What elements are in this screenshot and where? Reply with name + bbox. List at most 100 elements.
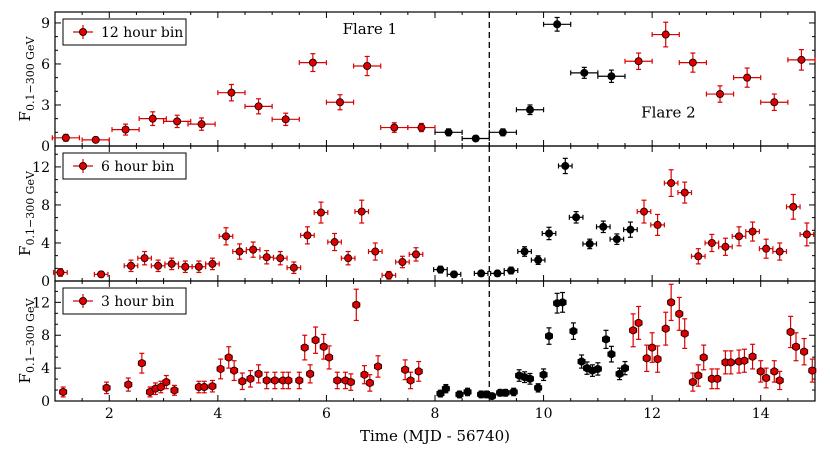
- data-point: [407, 122, 436, 133]
- data-marker: [667, 179, 676, 188]
- data-marker: [262, 376, 271, 385]
- data-point: [401, 359, 410, 381]
- data-marker: [306, 369, 315, 378]
- data-point: [51, 133, 81, 142]
- data-point: [53, 268, 68, 277]
- data-marker: [675, 309, 684, 318]
- data-marker: [577, 357, 586, 366]
- data-marker: [406, 376, 415, 385]
- data-marker: [762, 373, 771, 382]
- x-tick-label: 10: [535, 406, 553, 422]
- data-marker: [436, 265, 445, 274]
- data-point: [517, 246, 532, 257]
- data-point: [699, 344, 708, 371]
- data-point: [756, 360, 765, 383]
- data-marker: [629, 326, 638, 335]
- y-axis-title: F0.1−300 GeV: [16, 36, 37, 122]
- data-marker: [417, 123, 426, 132]
- data-marker: [61, 133, 70, 142]
- data-marker: [762, 244, 771, 253]
- data-marker: [200, 383, 209, 392]
- data-point: [542, 16, 572, 32]
- data-marker: [140, 254, 149, 263]
- data-point: [713, 368, 722, 390]
- data-marker: [699, 353, 708, 362]
- data-marker: [506, 266, 515, 275]
- data-marker: [487, 392, 496, 401]
- data-marker: [363, 62, 372, 71]
- data-point: [286, 261, 302, 274]
- data-point: [325, 345, 334, 370]
- data-point: [333, 371, 342, 390]
- y-tick-label: 12: [32, 295, 50, 311]
- data-point: [306, 364, 315, 384]
- legend-marker: [79, 296, 88, 305]
- data-point: [102, 381, 111, 395]
- data-marker: [661, 30, 670, 39]
- x-tick-label: 14: [752, 406, 770, 422]
- data-point: [760, 93, 789, 112]
- data-point: [218, 227, 234, 246]
- data-marker: [357, 207, 366, 216]
- data-point: [718, 237, 733, 256]
- data-point: [191, 260, 207, 274]
- data-marker: [254, 369, 263, 378]
- legend-label: 6 hour bin: [101, 159, 174, 175]
- data-marker: [221, 232, 230, 241]
- data-marker: [373, 362, 382, 371]
- data-point: [352, 55, 382, 77]
- data-point: [792, 332, 801, 362]
- data-marker: [246, 374, 255, 383]
- data-point: [799, 222, 815, 247]
- y-axis-title: F0.1−300 GeV: [16, 170, 37, 256]
- data-marker: [441, 384, 450, 393]
- data-marker: [102, 383, 111, 392]
- data-marker: [325, 353, 334, 362]
- data-marker: [721, 242, 730, 251]
- data-point: [775, 370, 784, 391]
- legend-marker: [79, 27, 88, 36]
- y-tick-label: 6: [41, 57, 50, 73]
- y-tick-label: 9: [41, 16, 50, 32]
- data-marker: [449, 270, 458, 279]
- data-marker: [477, 269, 486, 278]
- data-marker: [127, 261, 136, 270]
- legend: 3 hour bin: [62, 287, 187, 315]
- data-marker: [602, 335, 611, 344]
- data-marker: [181, 262, 190, 271]
- data-point: [501, 388, 510, 397]
- data-marker: [170, 386, 179, 395]
- data-point: [568, 210, 584, 224]
- data-point: [346, 373, 355, 391]
- data-marker: [558, 298, 567, 307]
- data-point: [569, 322, 578, 340]
- y-tick-label: 0: [41, 139, 50, 155]
- x-tick-label: 6: [322, 406, 331, 422]
- data-point: [545, 327, 554, 345]
- data-marker: [162, 378, 171, 387]
- data-marker: [585, 239, 594, 248]
- x-axis-title: Time (MJD - 56740): [360, 427, 510, 445]
- legend-marker: [79, 161, 88, 170]
- data-point: [162, 374, 171, 390]
- data-marker: [59, 387, 68, 396]
- data-point: [808, 358, 817, 383]
- data-point: [577, 354, 586, 369]
- data-marker: [694, 371, 703, 380]
- data-point: [138, 111, 167, 127]
- data-marker: [680, 329, 689, 338]
- data-marker: [316, 208, 325, 217]
- data-marker: [634, 57, 643, 66]
- data-marker: [545, 332, 554, 341]
- data-marker: [743, 73, 752, 82]
- data-marker: [775, 247, 784, 256]
- data-marker: [797, 55, 806, 64]
- data-marker: [360, 370, 369, 379]
- data-marker: [680, 188, 689, 197]
- data-point: [787, 49, 816, 71]
- data-marker: [688, 58, 697, 67]
- y-tick-label: 0: [41, 394, 50, 410]
- data-marker: [716, 90, 725, 99]
- data-point: [300, 226, 315, 245]
- data-point: [244, 98, 273, 115]
